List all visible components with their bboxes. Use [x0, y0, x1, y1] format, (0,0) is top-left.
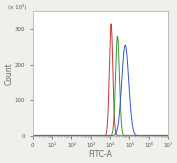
Y-axis label: Count: Count [4, 62, 13, 85]
Text: (x 10³): (x 10³) [8, 4, 27, 10]
X-axis label: FITC-A: FITC-A [88, 150, 112, 159]
